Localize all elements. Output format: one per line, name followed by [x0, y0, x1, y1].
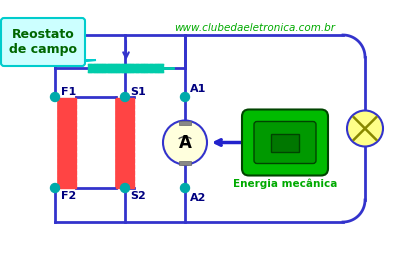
Bar: [93, 64, 97, 72]
Bar: [58, 128, 76, 133]
Bar: [58, 183, 76, 187]
Bar: [116, 110, 134, 115]
Bar: [102, 64, 106, 72]
Text: www.clubedaeletronica.com.br: www.clubedaeletronica.com.br: [174, 23, 336, 33]
Bar: [116, 122, 134, 127]
Circle shape: [181, 184, 189, 192]
Bar: [107, 64, 111, 72]
Bar: [98, 64, 101, 72]
Circle shape: [51, 93, 59, 101]
Bar: [116, 183, 134, 187]
Bar: [58, 152, 76, 157]
Circle shape: [121, 184, 129, 192]
Bar: [58, 158, 76, 163]
Circle shape: [163, 120, 207, 165]
Bar: [58, 98, 76, 102]
Bar: [271, 133, 299, 152]
Bar: [116, 176, 134, 181]
Text: S1: S1: [130, 87, 146, 97]
Bar: [58, 116, 76, 121]
Bar: [116, 116, 134, 121]
Bar: [58, 170, 76, 175]
Bar: [140, 64, 144, 72]
Text: A: A: [179, 133, 191, 152]
FancyBboxPatch shape: [1, 18, 85, 66]
Bar: [58, 110, 76, 115]
Bar: [116, 170, 134, 175]
Bar: [58, 164, 76, 169]
Circle shape: [181, 93, 189, 101]
Bar: [58, 140, 76, 145]
Bar: [144, 64, 148, 72]
Bar: [58, 146, 76, 151]
Bar: [116, 152, 134, 157]
Bar: [58, 176, 76, 181]
Bar: [135, 64, 139, 72]
Bar: [121, 64, 125, 72]
Bar: [116, 64, 120, 72]
Text: Energia mecânica: Energia mecânica: [233, 179, 337, 189]
Text: A2: A2: [190, 193, 207, 203]
Bar: [116, 134, 134, 139]
Text: A1: A1: [190, 84, 207, 94]
Bar: [58, 134, 76, 139]
Bar: [58, 103, 76, 109]
Circle shape: [347, 110, 383, 146]
Bar: [111, 64, 116, 72]
FancyBboxPatch shape: [254, 121, 316, 164]
Bar: [116, 158, 134, 163]
Text: S2: S2: [130, 191, 146, 201]
Bar: [158, 64, 162, 72]
Text: Reostato
de campo: Reostato de campo: [9, 28, 77, 56]
Bar: [88, 64, 92, 72]
Bar: [58, 122, 76, 127]
Circle shape: [121, 93, 129, 101]
Text: F2: F2: [61, 191, 76, 201]
Bar: [116, 140, 134, 145]
FancyBboxPatch shape: [242, 109, 328, 176]
Bar: [116, 164, 134, 169]
Bar: [125, 64, 130, 72]
Text: F1: F1: [61, 87, 76, 97]
Bar: [116, 146, 134, 151]
Bar: [154, 64, 158, 72]
Circle shape: [51, 184, 59, 192]
Bar: [149, 64, 153, 72]
Bar: [116, 103, 134, 109]
Bar: [116, 98, 134, 102]
Bar: [116, 128, 134, 133]
Bar: [130, 64, 135, 72]
Bar: [179, 120, 191, 125]
Polygon shape: [29, 60, 96, 63]
Bar: [179, 160, 191, 165]
